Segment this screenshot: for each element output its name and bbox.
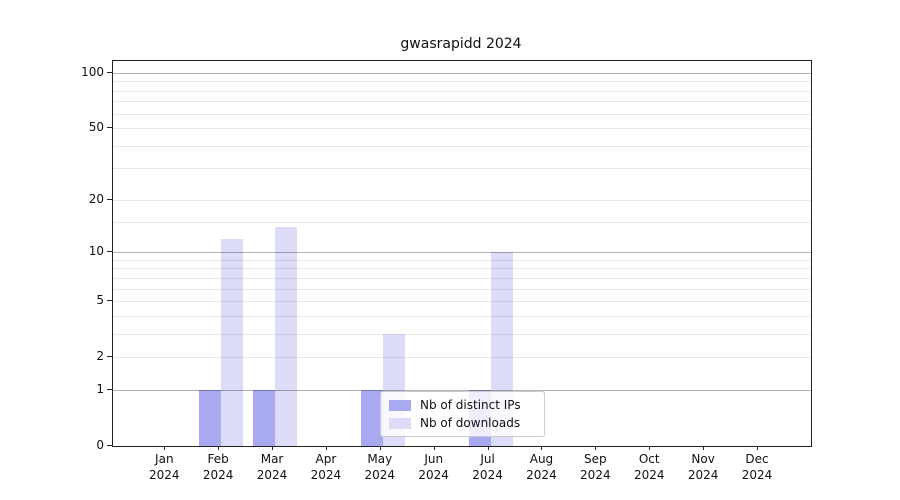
x-tick-label-nov: Nov 2024	[675, 451, 731, 483]
gridline-minor	[113, 268, 811, 270]
x-tick-label-line: 2024	[364, 468, 396, 482]
x-tick-label-line: Jun	[424, 452, 444, 466]
x-tick-label-line: 2024	[202, 468, 234, 482]
x-tick-label-line: 2024	[256, 468, 288, 482]
y-tick-label: 100	[81, 64, 104, 79]
gridline-minor	[113, 221, 811, 223]
legend-label-distinct-ips: Nb of distinct IPs	[420, 398, 521, 412]
x-tick-label-line: Dec	[745, 452, 769, 466]
x-tick-label-apr: Apr 2024	[298, 451, 354, 483]
gridline-major	[113, 72, 811, 74]
gridline-minor	[113, 199, 811, 201]
bar-nb-of-distinct-ips-may	[360, 389, 383, 446]
x-tick-label-jan: Jan 2024	[136, 451, 192, 483]
x-tick-label-dec: Dec 2024	[729, 451, 785, 483]
gridline-minor	[113, 90, 811, 92]
x-tick-label-sep: Sep 2024	[567, 451, 623, 483]
gridline-minor	[113, 315, 811, 317]
y-tick-mark	[107, 388, 112, 390]
y-tick-label: 5	[96, 293, 104, 308]
y-tick-label: 0	[96, 438, 104, 452]
legend-entry-distinct-ips: Nb of distinct IPs	[389, 398, 536, 412]
bar-nb-of-distinct-ips-mar	[253, 389, 276, 446]
x-tick-mark	[541, 446, 543, 450]
x-tick-label-line: 2024	[472, 468, 503, 482]
x-tick-mark	[756, 446, 758, 450]
gridline-minor	[113, 113, 811, 115]
x-tick-mark	[379, 446, 381, 450]
x-tick-label-feb: Feb 2024	[190, 451, 246, 483]
x-tick-label-line: 2024	[580, 468, 611, 482]
x-tick-mark	[595, 446, 597, 450]
x-tick-label-line: Jul	[480, 452, 495, 466]
y-tick-mark	[107, 445, 112, 446]
y-tick-label: 10	[88, 244, 104, 259]
plot-area: Nb of distinct IPs Nb of downloads	[112, 60, 812, 447]
y-tick-label: 1	[96, 381, 104, 396]
x-tick-label-line: 2024	[418, 468, 449, 482]
legend-entry-downloads: Nb of downloads	[389, 416, 536, 430]
y-tick-mark	[107, 300, 112, 302]
y-tick-mark	[107, 71, 112, 73]
x-tick-label-line: 2024	[741, 468, 773, 482]
y-tick-mark	[107, 127, 112, 129]
legend: Nb of distinct IPs Nb of downloads	[380, 391, 545, 437]
x-tick-mark	[272, 446, 274, 450]
x-tick-label-line: 2024	[633, 468, 665, 482]
x-tick-label-line: Oct	[638, 452, 660, 466]
x-tick-label-line: Aug	[529, 452, 554, 466]
gridline-minor	[113, 259, 811, 261]
gridline-minor	[113, 333, 811, 335]
chart-title: gwasrapidd 2024	[400, 36, 522, 52]
x-tick-label-line: Nov	[691, 452, 715, 466]
x-tick-label-line: 2024	[687, 468, 719, 482]
legend-label-downloads: Nb of downloads	[420, 416, 521, 430]
y-tick-label: 20	[88, 191, 104, 206]
x-tick-label-aug: Aug 2024	[513, 451, 569, 483]
x-tick-label-line: Sep	[584, 452, 607, 466]
legend-swatch-downloads	[389, 417, 411, 429]
x-tick-label-jul: Jul 2024	[460, 451, 516, 483]
gridline-minor	[113, 168, 811, 170]
gridline-minor	[113, 277, 811, 279]
x-tick-mark	[433, 446, 435, 450]
x-tick-label-line: Jan	[155, 452, 174, 466]
x-tick-label-oct: Oct 2024	[621, 451, 677, 483]
x-tick-label-line: 2024	[149, 468, 180, 482]
y-tick-label: 50	[88, 120, 104, 135]
x-tick-mark	[703, 446, 705, 450]
x-tick-mark	[487, 446, 489, 450]
y-tick-mark	[107, 251, 112, 253]
bar-nb-of-distinct-ips-feb	[199, 389, 222, 446]
gridline-minor	[113, 288, 811, 290]
x-tick-label-line: Apr	[315, 452, 337, 466]
x-tick-label-line: Feb	[207, 452, 229, 466]
x-tick-label-mar: Mar 2024	[244, 451, 300, 483]
gridline-minor	[113, 101, 811, 103]
gridline-minor	[113, 301, 811, 303]
y-tick-mark	[107, 198, 112, 200]
x-tick-mark	[325, 446, 327, 450]
legend-swatch-distinct-ips	[389, 399, 411, 411]
x-tick-label-line: 2024	[526, 468, 557, 482]
x-tick-label-line: Mar	[260, 452, 284, 466]
x-tick-label-jun: Jun 2024	[406, 451, 462, 483]
x-tick-mark	[649, 446, 651, 450]
gridline-major	[113, 389, 811, 391]
y-tick-mark	[107, 356, 112, 358]
gridline-major	[113, 252, 811, 254]
y-tick-label: 2	[96, 349, 104, 364]
gridline-minor	[113, 357, 811, 359]
bar-nb-of-downloads-feb	[221, 238, 244, 446]
x-tick-label-may: May 2024	[352, 451, 408, 483]
x-tick-label-line: May	[367, 452, 393, 466]
gridline-minor	[113, 145, 811, 147]
x-tick-mark	[218, 446, 220, 450]
x-tick-mark	[164, 446, 166, 450]
bar-nb-of-downloads-mar	[275, 227, 298, 446]
x-tick-label-line: 2024	[310, 468, 342, 482]
gridline-minor	[113, 128, 811, 130]
gridline-minor	[113, 81, 811, 83]
